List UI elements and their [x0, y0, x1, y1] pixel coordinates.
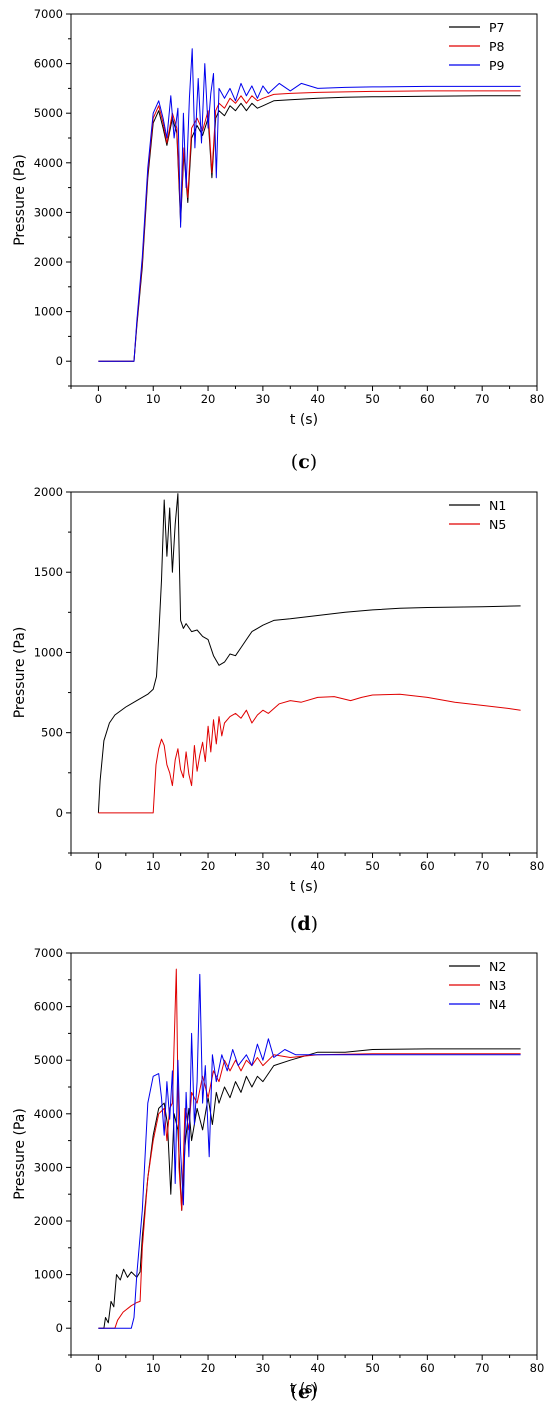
- chart-c: 0 10 20 30 40 50 60 70 80 0 1000 2000 3000 4000 5000 60…: [12, 7, 544, 473]
- x-tick-label: 40: [310, 859, 325, 873]
- chart-d: 0 10 20 30 40 50 60 70 80 0 500 1000 1500 2000 t (s) Pr…: [12, 485, 544, 935]
- x-tick-label: 60: [420, 1361, 435, 1375]
- y-tick-label: 3000: [34, 1160, 63, 1174]
- series-line-p7: [98, 95, 521, 362]
- y-tick-label: 4000: [34, 1107, 63, 1121]
- x-tick-label: 30: [256, 1361, 271, 1375]
- panel-label: (d): [290, 913, 318, 935]
- chart-e: 0 10 20 30 40 50 60 70 80 0 1000 2000 3000 4000 5000 60…: [12, 946, 544, 1403]
- x-tick-label: 70: [475, 392, 490, 406]
- legend-label: N2: [489, 959, 506, 974]
- x-tick-label: 20: [201, 392, 216, 406]
- y-tick-label: 1000: [34, 305, 63, 319]
- legend-label: N4: [489, 997, 506, 1012]
- y-tick-label: 2000: [34, 1214, 63, 1228]
- x-tick-label: 80: [530, 859, 545, 873]
- x-tick-label: 10: [146, 859, 161, 873]
- series-line-n3: [98, 968, 521, 1329]
- series-line-p8: [98, 90, 521, 362]
- x-tick-label: 30: [256, 392, 271, 406]
- y-tick-label: 5000: [34, 106, 63, 120]
- x-tick-label: 60: [420, 392, 435, 406]
- x-tick-label: 20: [201, 1361, 216, 1375]
- y-tick-label: 0: [56, 354, 63, 368]
- panel-label-open: (: [291, 1381, 298, 1403]
- y-tick-label: 3000: [34, 205, 63, 219]
- x-tick-label: 0: [95, 392, 102, 406]
- y-tick-label: 6000: [34, 1000, 63, 1014]
- panel-label: (e): [291, 1381, 318, 1403]
- y-tick-label: 7000: [34, 946, 63, 960]
- y-tick-label: 0: [56, 806, 63, 820]
- x-tick-label: 40: [310, 1361, 325, 1375]
- x-tick-label: 0: [95, 859, 102, 873]
- x-tick-label: 20: [201, 859, 216, 873]
- y-tick-label: 2000: [34, 485, 63, 499]
- x-axis-title: t (s): [290, 1381, 318, 1397]
- panel-label: (c): [291, 451, 317, 473]
- x-tick-label: 0: [95, 1361, 102, 1375]
- x-tick-label: 80: [530, 1361, 545, 1375]
- panel-label-close: ): [311, 913, 318, 935]
- y-tick-label: 2000: [34, 255, 63, 269]
- y-tick-label: 500: [41, 726, 63, 740]
- x-tick-label: 10: [146, 392, 161, 406]
- x-tick-label: 30: [256, 859, 271, 873]
- x-tick-label: 80: [530, 392, 545, 406]
- legend-label: N5: [489, 517, 506, 532]
- x-axis-title: t (s): [290, 412, 318, 428]
- panel-label-close: ): [310, 1381, 317, 1403]
- x-axis-title: t (s): [290, 879, 318, 895]
- panel-label-open: (: [290, 913, 297, 935]
- legend-label: P8: [489, 39, 505, 54]
- series-line-p9: [98, 48, 521, 362]
- panel-label-close: ): [310, 451, 317, 473]
- y-tick-label: 1000: [34, 645, 63, 659]
- y-tick-label: 5000: [34, 1053, 63, 1067]
- y-axis-title: Pressure (Pa): [12, 1108, 28, 1200]
- legend-label: P7: [489, 20, 505, 35]
- x-tick-label: 70: [475, 1361, 490, 1375]
- y-tick-label: 7000: [34, 7, 63, 21]
- plot-frame: [70, 13, 538, 387]
- y-tick-label: 6000: [34, 57, 63, 71]
- y-tick-label: 1500: [34, 565, 63, 579]
- panel-label-letter: d: [297, 913, 310, 935]
- y-tick-label: 4000: [34, 156, 63, 170]
- x-tick-label: 10: [146, 1361, 161, 1375]
- panel-label-open: (: [291, 451, 298, 473]
- y-axis-title: Pressure (Pa): [12, 154, 28, 246]
- y-tick-label: 0: [56, 1321, 63, 1335]
- x-tick-label: 50: [365, 392, 380, 406]
- panel-label-letter: c: [298, 451, 310, 473]
- x-tick-label: 50: [365, 859, 380, 873]
- series-line-n2: [98, 1048, 521, 1329]
- legend-label: N1: [489, 498, 506, 513]
- series-line-n5: [98, 693, 521, 814]
- x-tick-label: 70: [475, 859, 490, 873]
- series-line-n4: [98, 973, 521, 1329]
- y-axis-title: Pressure (Pa): [12, 627, 28, 719]
- panel-label-letter: e: [298, 1381, 310, 1403]
- x-tick-label: 50: [365, 1361, 380, 1375]
- series-line-n1: [97, 493, 521, 813]
- x-tick-label: 60: [420, 859, 435, 873]
- x-tick-label: 40: [310, 392, 325, 406]
- plot-frame: [70, 952, 538, 1356]
- plot-frame: [70, 491, 538, 854]
- legend-label: N3: [489, 978, 506, 993]
- legend-label: P9: [489, 58, 505, 73]
- y-tick-label: 1000: [34, 1268, 63, 1282]
